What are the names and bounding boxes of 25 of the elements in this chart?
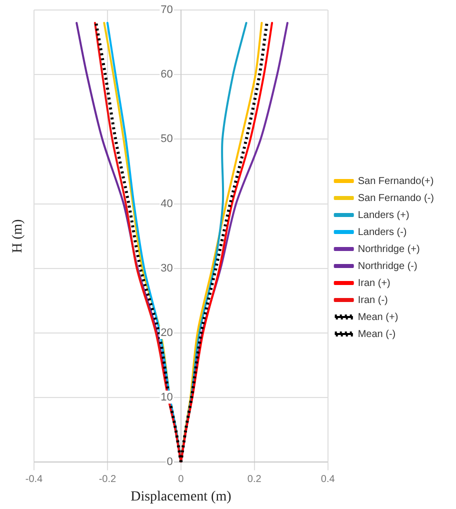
legend-label: Iran (+) xyxy=(358,278,390,289)
y-tick-label: 10 xyxy=(160,392,173,404)
y-tick-label: 30 xyxy=(160,262,173,274)
legend-label: Landers (+) xyxy=(358,210,410,221)
legend-label: San Fernando (-) xyxy=(358,192,434,204)
x-tick-label: 0.2 xyxy=(247,474,262,485)
y-axis-title: H (m) xyxy=(10,218,26,254)
y-tick-label: 0 xyxy=(166,456,173,468)
legend-label: Northridge (-) xyxy=(358,260,418,272)
x-tick-label: 0.4 xyxy=(320,474,336,485)
y-tick-label: 50 xyxy=(160,133,173,146)
legend-label: Northridge (+) xyxy=(358,244,420,255)
legend-label: San Fernando(+) xyxy=(358,176,434,187)
x-axis-title: Displacement (m) xyxy=(130,489,232,504)
x-tick-label: -0.2 xyxy=(98,474,117,485)
y-tick-label: 60 xyxy=(160,68,173,81)
legend-label: Mean (+) xyxy=(358,312,398,323)
y-tick-label: 40 xyxy=(160,198,173,210)
x-tick-label: 0 xyxy=(178,474,184,485)
x-tick-label: -0.4 xyxy=(25,474,44,485)
legend-label: Landers (-) xyxy=(358,226,407,238)
legend-label: Iran (-) xyxy=(358,294,388,306)
y-tick-label: 20 xyxy=(160,327,173,340)
legend-label: Mean (-) xyxy=(358,328,396,340)
y-tick-label: 70 xyxy=(160,4,173,16)
